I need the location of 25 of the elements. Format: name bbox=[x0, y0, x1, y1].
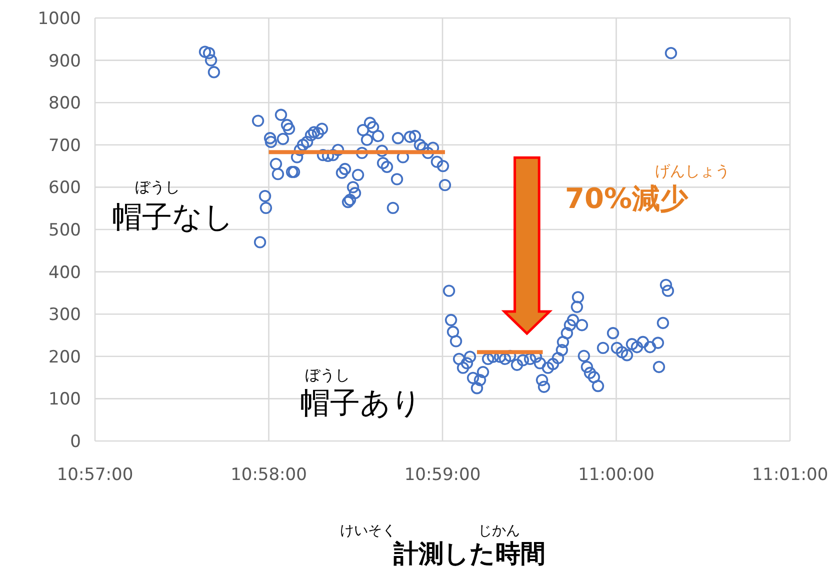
annotation: 帽子あり bbox=[300, 386, 422, 421]
y-tick-label: 900 bbox=[48, 51, 81, 72]
text: じかん bbox=[478, 523, 520, 539]
x-axis-title: 計測した時間 bbox=[392, 539, 546, 568]
annotation: 帽子なし bbox=[112, 200, 234, 235]
y-tick-label: 800 bbox=[48, 94, 81, 114]
x-tick-label: 10:59:00 bbox=[404, 465, 481, 485]
x-tick-label: 10:58:00 bbox=[230, 465, 307, 485]
annotation: ぼうし bbox=[305, 366, 350, 384]
text: けいそく bbox=[340, 523, 396, 539]
y-tick-label: 600 bbox=[48, 178, 81, 198]
annotation: 70%減少 bbox=[565, 182, 690, 215]
y-tick-label: 500 bbox=[48, 220, 81, 240]
annotation: げんしょう bbox=[655, 162, 730, 180]
x-tick-label: 10:57:00 bbox=[56, 465, 134, 485]
x-tick-label: 11:00:00 bbox=[578, 465, 654, 485]
annotation: ぼうし bbox=[135, 178, 180, 196]
y-tick-label: 200 bbox=[48, 347, 81, 368]
x-tick-label: 11:01:00 bbox=[752, 465, 828, 485]
y-tick-label: 700 bbox=[48, 136, 81, 156]
y-tick-label: 100 bbox=[48, 390, 81, 410]
y-tick-label: 400 bbox=[48, 262, 81, 283]
y-tick-label: 300 bbox=[48, 305, 81, 326]
y-tick-label: 0 bbox=[70, 432, 81, 452]
y-tick-label: 1000 bbox=[38, 9, 81, 29]
